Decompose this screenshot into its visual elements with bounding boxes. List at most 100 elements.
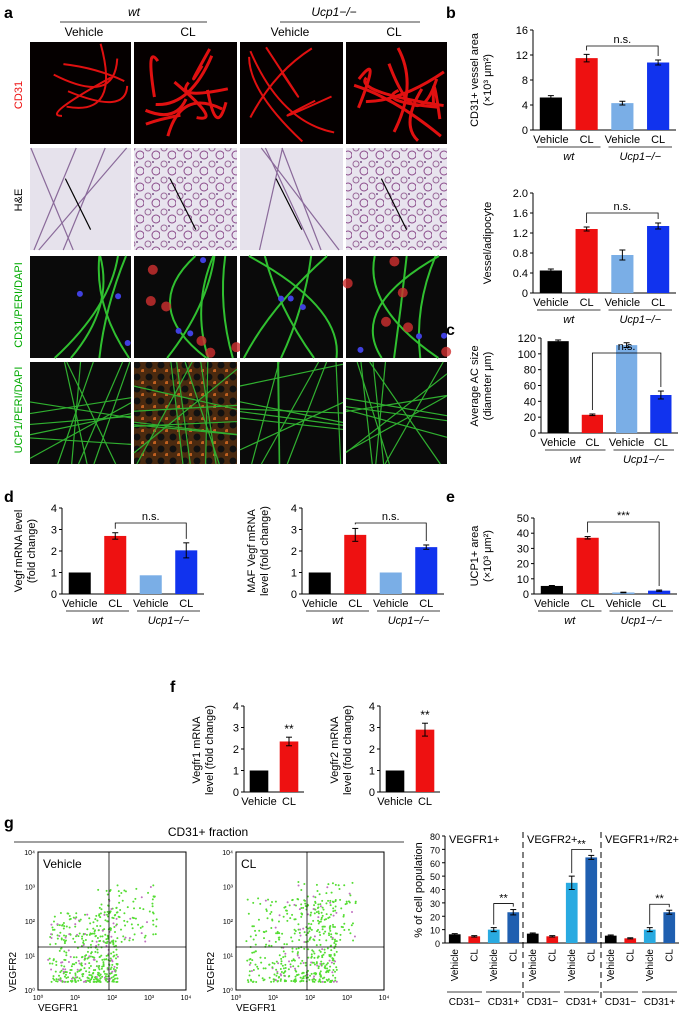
- x-tick-label: CL: [581, 598, 595, 610]
- event-dot: [299, 934, 302, 937]
- event-dot: [310, 923, 313, 926]
- event-dot: [318, 972, 321, 975]
- event-dot: [105, 973, 108, 976]
- event-dot: [335, 950, 338, 953]
- significance-label: n.s.: [382, 511, 400, 523]
- event-dot: [288, 960, 291, 963]
- event-dot: [293, 928, 296, 931]
- event-dot: [128, 937, 131, 940]
- event-dot: [97, 888, 100, 891]
- event-dot: [306, 940, 309, 943]
- event-dot: [326, 979, 329, 982]
- event-dot: [303, 931, 306, 934]
- group-label: Ucp1−/−: [620, 615, 662, 627]
- event-dot: [327, 932, 330, 935]
- event-dot: [101, 929, 104, 932]
- event-dot: [49, 943, 52, 946]
- column-label: Vehicle: [65, 25, 104, 39]
- event-dot: [90, 932, 93, 935]
- event-dot: [334, 943, 337, 946]
- event-dot: [325, 939, 328, 942]
- event-dot: [96, 925, 99, 928]
- event-dot: [110, 952, 113, 955]
- event-dot: [294, 969, 297, 972]
- event-dot: [97, 971, 100, 974]
- event-dot: [332, 980, 335, 983]
- bar: [576, 537, 599, 594]
- event-dot: [113, 930, 116, 933]
- event-dot: [297, 973, 300, 976]
- x-tick-label: CL: [651, 134, 665, 146]
- event-dot: [278, 914, 281, 917]
- event-dot: [68, 971, 71, 974]
- bar: [540, 585, 563, 594]
- bar: [139, 575, 162, 594]
- bar-chart-f1: 0 1 2 3 4 Vehicle CL ** Vegfr1 mRNAlevel (fold c…: [191, 701, 304, 808]
- significance-label: **: [284, 722, 294, 736]
- event-dot: [293, 932, 296, 935]
- event-dot: [133, 907, 136, 910]
- event-dot: [302, 906, 305, 909]
- bar: [565, 882, 578, 943]
- x-tick-label: CL: [580, 297, 594, 309]
- event-dot: [318, 920, 321, 923]
- event-dot: [79, 918, 82, 921]
- event-dot: [58, 924, 61, 927]
- panel-a-header: wt Ucp1−/− Vehicle CL Vehicle CL: [60, 5, 420, 39]
- event-dot: [335, 911, 338, 914]
- event-dot: [77, 959, 80, 962]
- event-dot: [259, 902, 262, 905]
- event-dot: [309, 927, 312, 930]
- event-dot: [294, 975, 297, 978]
- flow-frame: [235, 851, 385, 991]
- event-dot: [332, 914, 335, 917]
- event-dot: [259, 956, 262, 959]
- event-dot: [81, 964, 84, 967]
- event-dot: [131, 927, 134, 930]
- event-dot: [79, 979, 82, 982]
- x-tick-label: 10⁴: [379, 995, 390, 1002]
- event-dot: [342, 914, 345, 917]
- event-dot: [110, 908, 113, 911]
- event-dot: [92, 980, 95, 983]
- x-tick-label: CL: [179, 598, 193, 610]
- event-dot: [326, 962, 329, 965]
- event-dot: [115, 974, 118, 977]
- x-tick-label: CL: [282, 796, 296, 808]
- event-dot: [317, 906, 320, 909]
- event-dot: [94, 918, 97, 921]
- x-tick-label: Vehicle: [489, 949, 500, 982]
- event-dot: [343, 922, 346, 925]
- event-dot: [313, 904, 316, 907]
- bar: [547, 341, 569, 433]
- event-dot: [290, 936, 293, 939]
- event-dot: [329, 901, 332, 904]
- event-dot: [310, 928, 313, 931]
- event-dot: [296, 898, 299, 901]
- event-dot: [254, 934, 257, 937]
- event-dot: [263, 931, 266, 934]
- event-dot: [100, 908, 103, 911]
- event-dot: [334, 976, 337, 979]
- event-dot: [123, 919, 126, 922]
- event-dot: [110, 935, 113, 938]
- event-dot: [116, 937, 119, 940]
- bar: [175, 550, 198, 594]
- event-dot: [124, 936, 127, 939]
- bar: [575, 229, 598, 293]
- event-dot: [64, 959, 67, 962]
- event-dot: [317, 916, 320, 919]
- event-dot: [96, 948, 99, 951]
- event-dot: [321, 914, 324, 917]
- micrograph-tile: [240, 42, 343, 144]
- event-dot: [90, 974, 93, 977]
- event-dot: [327, 883, 330, 886]
- event-dot: [112, 941, 115, 944]
- event-dot: [316, 964, 319, 967]
- y-tick-label: 3: [233, 723, 239, 735]
- event-dot: [330, 935, 333, 938]
- event-dot: [106, 934, 109, 937]
- event-dot: [313, 939, 316, 942]
- event-dot: [318, 939, 321, 942]
